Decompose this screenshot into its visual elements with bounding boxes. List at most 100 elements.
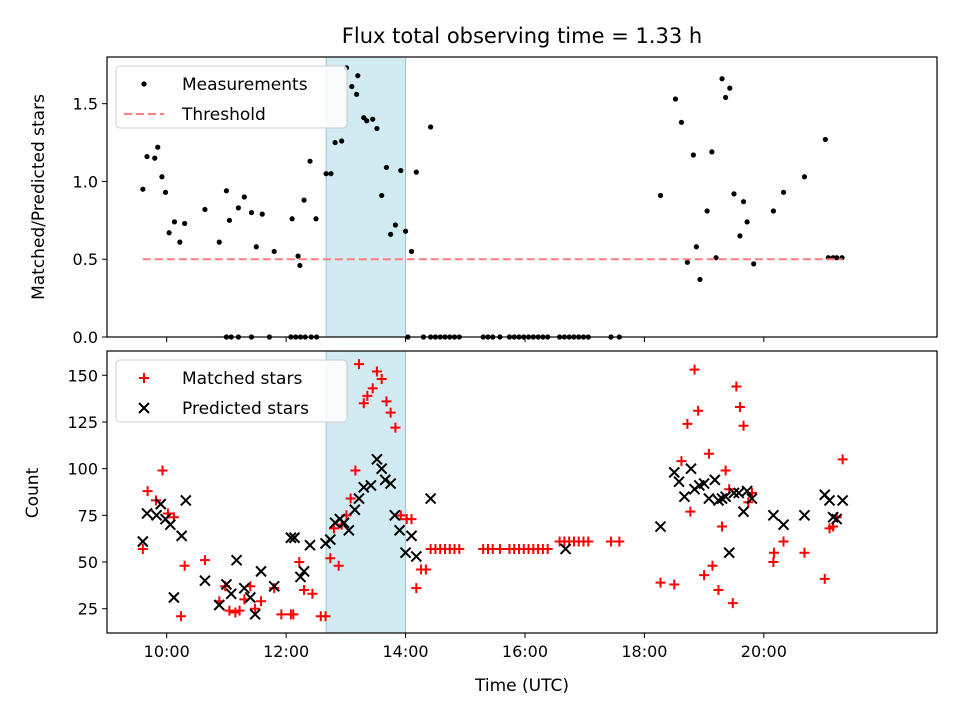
data-point <box>235 205 241 211</box>
data-point <box>768 547 779 558</box>
data-point <box>339 138 345 144</box>
data-point <box>717 521 728 532</box>
data-point <box>693 405 704 416</box>
data-point <box>137 535 149 548</box>
data-point <box>402 228 409 234</box>
data-point <box>727 85 733 91</box>
data-point <box>324 533 337 546</box>
data-point <box>740 199 747 205</box>
data-point <box>175 530 188 542</box>
legend-swatch <box>139 373 149 383</box>
data-point <box>325 553 336 564</box>
data-point <box>176 611 187 622</box>
bottom-y-axis-label: Count <box>23 467 43 518</box>
highlight-span <box>325 350 407 634</box>
data-point <box>349 504 361 516</box>
data-point <box>657 192 664 199</box>
data-point <box>241 194 247 200</box>
data-point <box>385 407 396 418</box>
data-point <box>746 492 758 505</box>
data-point <box>780 189 787 195</box>
data-point <box>744 219 750 225</box>
x-tick-label: 20:00 <box>741 642 787 661</box>
data-point <box>155 144 161 150</box>
data-point <box>768 557 779 568</box>
data-point <box>699 570 710 581</box>
data-point <box>355 73 361 79</box>
data-point <box>836 494 849 507</box>
data-point <box>830 513 843 525</box>
data-point <box>716 492 728 505</box>
data-point <box>255 565 267 578</box>
data-point <box>333 560 344 571</box>
top-y-axis-label: Matched/Predicted stars <box>29 94 49 300</box>
data-point <box>685 462 697 475</box>
data-point <box>837 454 848 465</box>
data-point <box>709 474 721 486</box>
data-point <box>137 543 148 554</box>
data-point <box>689 364 700 375</box>
x-tick-label: 12:00 <box>263 642 309 661</box>
data-point <box>171 219 178 225</box>
data-point <box>379 474 391 486</box>
legend-label: Predicted stars <box>182 399 309 419</box>
data-point <box>323 171 329 177</box>
data-point <box>713 585 724 596</box>
data-point <box>199 575 211 587</box>
data-point <box>690 152 696 158</box>
data-point <box>320 611 331 622</box>
data-point <box>655 577 666 588</box>
data-point <box>819 573 830 584</box>
data-point <box>669 579 680 590</box>
chart-title: Flux total observing time = 1.33 h <box>342 24 702 48</box>
data-point <box>777 518 790 531</box>
data-point <box>182 220 188 227</box>
data-point <box>307 588 318 599</box>
data-point <box>259 211 265 217</box>
data-point <box>734 402 745 413</box>
data-point <box>731 381 742 392</box>
legend-box <box>115 359 348 423</box>
data-point <box>220 578 233 591</box>
data-point <box>767 509 780 522</box>
data-point <box>313 216 319 222</box>
data-point <box>276 609 287 620</box>
data-point <box>770 208 776 214</box>
data-point <box>350 465 361 476</box>
data-point <box>213 599 225 611</box>
data-point <box>737 233 743 239</box>
data-point <box>727 598 738 609</box>
data-point <box>238 582 251 594</box>
data-point <box>248 209 255 216</box>
data-point <box>411 583 422 594</box>
data-point <box>723 94 729 101</box>
top-panel: Flux total observing time = 1.33 h Match… <box>29 24 938 347</box>
data-point <box>223 188 230 194</box>
data-point <box>159 174 165 180</box>
legend-box <box>115 65 348 129</box>
y-tick-label: 0.5 <box>73 250 98 269</box>
y-tick-label: 125 <box>67 413 98 432</box>
x-tick-label: 16:00 <box>502 642 548 661</box>
plot-frame <box>106 350 938 634</box>
data-point <box>388 231 394 237</box>
x-axis-label: Time (UTC) <box>474 676 569 696</box>
data-point <box>698 477 710 490</box>
data-point <box>345 493 356 504</box>
data-point <box>778 536 789 547</box>
data-point <box>684 259 691 265</box>
data-point <box>738 420 749 431</box>
data-point <box>155 498 167 510</box>
data-point <box>166 230 172 236</box>
x-tick-label: 10:00 <box>144 642 190 661</box>
data-point <box>454 543 465 554</box>
data-point <box>393 524 406 536</box>
data-point <box>723 546 735 559</box>
data-point <box>822 136 828 143</box>
data-point <box>142 486 153 497</box>
data-point <box>230 554 243 566</box>
data-point <box>152 155 158 161</box>
data-point <box>268 580 280 593</box>
data-point <box>141 507 153 520</box>
